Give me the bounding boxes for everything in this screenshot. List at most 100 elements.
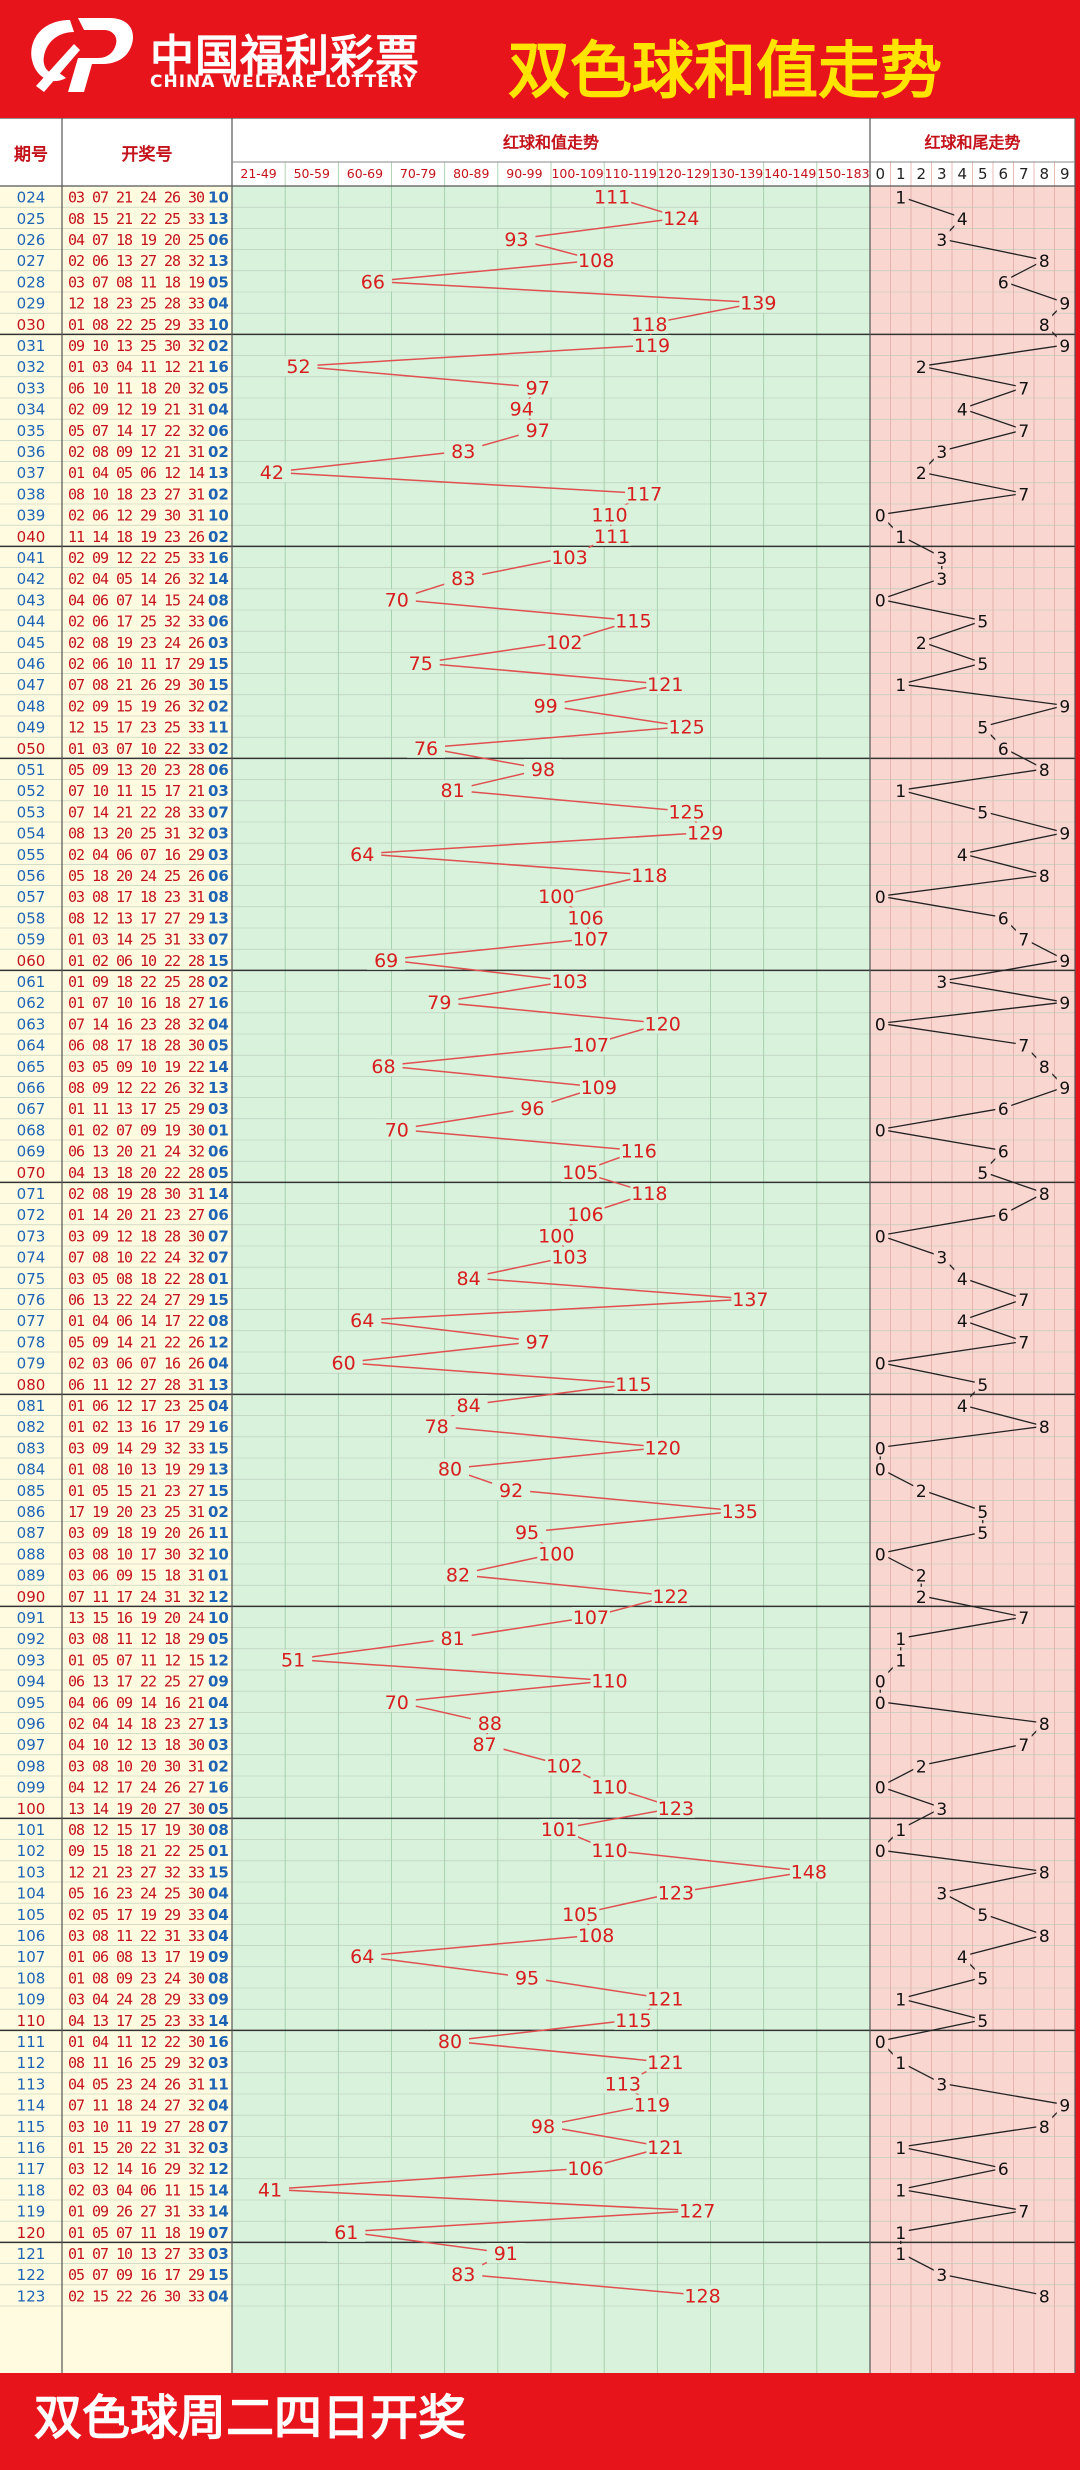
red-ball-numbers: 05 09 14 21 22 26 [68, 1333, 205, 1351]
blue-ball-number: 12 [208, 2160, 229, 2178]
sum-label-backdrop [590, 1670, 629, 1691]
tail-value-label: 9 [1059, 825, 1070, 845]
period-label: 118 [17, 2181, 46, 2199]
header-banner: 中国福利彩票 CHINA WELFARE LOTTERY 双色球和值走势 [0, 0, 1080, 118]
sum-label-backdrop [401, 653, 440, 673]
period-label: 109 [17, 1991, 46, 2009]
sum-range-label: 90-99 [506, 166, 542, 181]
tail-label-backdrop [872, 887, 889, 906]
tail-value-label: 5 [977, 2012, 988, 2032]
period-label: 077 [17, 1312, 46, 1330]
tail-label-backdrop [1056, 2095, 1073, 2114]
sum-value-label: 103 [551, 1247, 587, 1269]
blue-ball-number: 13 [208, 1715, 229, 1733]
period-label: 056 [17, 867, 46, 885]
red-ball-numbers: 01 07 10 16 18 27 [68, 994, 205, 1012]
blue-ball-number: 15 [208, 952, 229, 970]
sum-label-backdrop [566, 2158, 605, 2179]
tail-value-label: 2 [916, 358, 927, 378]
sum-label-backdrop [566, 907, 605, 928]
tail-label-backdrop [954, 208, 971, 227]
tail-value-label: 7 [1018, 1609, 1029, 1629]
period-label: 103 [17, 1863, 46, 1881]
sum-label-backdrop [643, 1013, 682, 1034]
tail-value-label: 9 [1059, 295, 1070, 315]
sum-range-label: 100-109 [551, 166, 603, 181]
blue-ball-number: 06 [208, 613, 229, 631]
blue-ball-number: 03 [208, 1736, 229, 1754]
tail-label-backdrop [933, 2265, 950, 2284]
tail-value-label: 1 [895, 2224, 906, 2244]
period-label: 061 [17, 973, 46, 991]
blue-ball-number: 07 [208, 931, 229, 949]
blue-ball-number: 16 [208, 358, 229, 376]
period-label: 041 [17, 549, 46, 567]
red-ball-numbers: 03 08 11 22 31 33 [68, 1927, 205, 1945]
tail-label-backdrop [974, 1374, 991, 1393]
sum-value-label: 137 [732, 1289, 768, 1311]
red-ball-numbers: 02 08 19 23 24 26 [68, 634, 205, 652]
tail-label-backdrop [995, 1099, 1012, 1118]
red-ball-numbers: 04 13 17 25 23 33 [68, 2012, 205, 2030]
sum-range-label: 80-89 [453, 166, 489, 181]
tail-label-backdrop [872, 1226, 889, 1245]
period-label: 117 [17, 2160, 46, 2178]
period-label: 046 [17, 655, 46, 673]
sum-value-label: 121 [647, 1989, 683, 2011]
red-ball-numbers: 07 11 18 24 27 32 [68, 2097, 205, 2115]
red-ball-numbers: 02 06 13 27 28 32 [68, 252, 205, 270]
tail-value-label: 9 [1059, 337, 1070, 357]
tail-label-backdrop [913, 1565, 930, 1584]
sum-value-label: 79 [427, 992, 451, 1014]
tail-label-backdrop [1036, 251, 1053, 270]
red-ball-numbers: 07 14 21 22 28 33 [68, 803, 205, 821]
red-ball-numbers: 02 08 19 28 30 31 [68, 1185, 205, 1203]
sum-value-label: 64 [350, 844, 374, 866]
red-ball-numbers: 07 11 17 24 31 32 [68, 1588, 205, 1606]
red-ball-numbers: 03 09 14 29 32 33 [68, 1439, 205, 1457]
sum-label-backdrop [646, 2052, 685, 2073]
blue-ball-number: 15 [208, 676, 229, 694]
red-ball-numbers: 11 14 18 19 23 26 [68, 528, 205, 546]
tail-label-backdrop [974, 802, 991, 821]
tail-value-label: 6 [998, 273, 1009, 293]
blue-ball-number: 10 [208, 1545, 229, 1563]
tail-value-label: 0 [875, 1121, 886, 1141]
blue-ball-number: 04 [208, 1397, 229, 1415]
sum-value-label: 111 [594, 187, 630, 209]
period-label: 037 [17, 464, 46, 482]
blue-ball-number: 08 [208, 1821, 229, 1839]
red-ball-numbers: 04 07 18 19 20 25 [68, 231, 205, 249]
tail-value-label: 8 [1039, 867, 1050, 887]
tail-value-label: 7 [1018, 422, 1029, 442]
red-ball-numbers: 01 04 05 06 12 14 [68, 464, 205, 482]
blue-ball-number: 15 [208, 1482, 229, 1500]
red-ball-numbers: 03 07 21 24 26 30 [68, 189, 205, 207]
sum-label-backdrop [667, 716, 706, 737]
logo-english-text: CHINA WELFARE LOTTERY [150, 72, 417, 92]
tail-label-backdrop [954, 1311, 971, 1330]
sum-label-backdrop [513, 1098, 552, 1119]
sum-value-label: 101 [541, 1819, 577, 1841]
tail-label-backdrop [954, 1268, 971, 1287]
sum-label-backdrop [417, 1416, 456, 1437]
sum-label-backdrop [614, 2009, 653, 2030]
tail-label-backdrop [974, 1523, 991, 1542]
tail-value-label: 6 [998, 909, 1009, 929]
sum-value-label: 84 [456, 1395, 480, 1417]
sum-value-label: 102 [546, 1755, 582, 1777]
tail-label-backdrop [1015, 1332, 1032, 1351]
red-ball-numbers: 02 09 12 22 25 33 [68, 549, 205, 567]
red-ball-numbers: 06 13 17 22 25 27 [68, 1673, 205, 1691]
period-label: 112 [17, 2054, 46, 2072]
red-ball-numbers: 01 15 20 22 31 32 [68, 2139, 205, 2157]
period-label: 029 [17, 295, 46, 313]
blue-ball-number: 06 [208, 231, 229, 249]
sum-label-backdrop [438, 1564, 477, 1585]
sum-value-label: 123 [658, 1798, 694, 1820]
red-ball-numbers: 01 05 07 11 12 15 [68, 1651, 205, 1669]
period-label: 102 [17, 1842, 46, 1860]
red-ball-numbers: 01 03 14 25 31 33 [68, 931, 205, 949]
red-ball-numbers: 03 10 11 19 27 28 [68, 2118, 205, 2136]
period-label: 076 [17, 1291, 46, 1309]
